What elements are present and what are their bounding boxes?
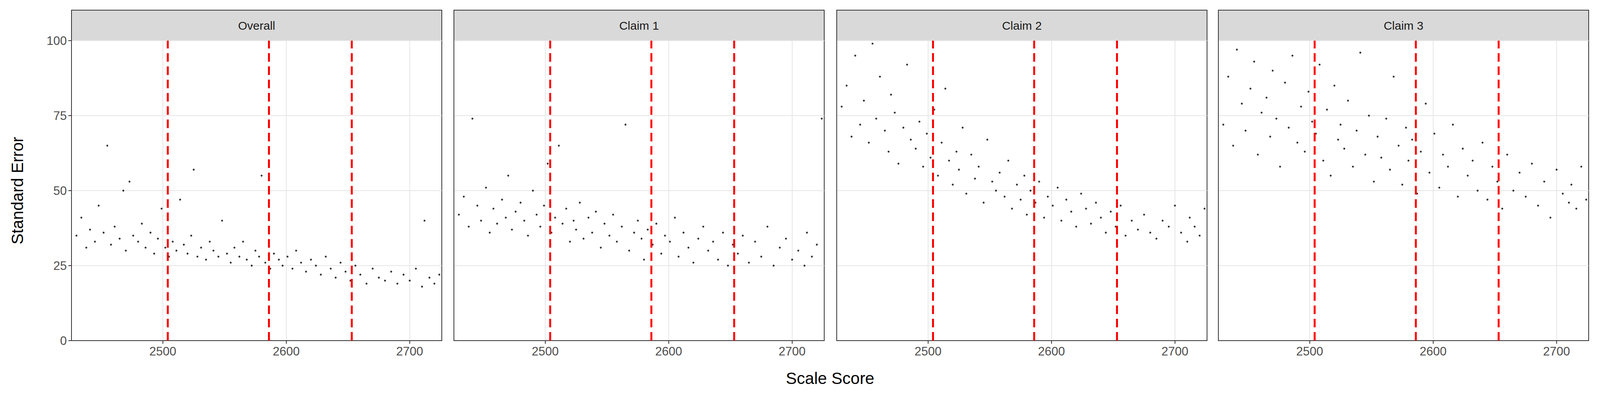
svg-text:2600: 2600 <box>1419 344 1447 359</box>
svg-text:Scale Score: Scale Score <box>785 369 875 388</box>
svg-text:2700: 2700 <box>778 344 806 359</box>
svg-text:2500: 2500 <box>914 344 942 359</box>
svg-text:Standard Error: Standard Error <box>8 136 27 245</box>
svg-text:0: 0 <box>60 333 67 348</box>
svg-text:2700: 2700 <box>396 344 424 359</box>
svg-text:75: 75 <box>53 108 67 123</box>
svg-text:2700: 2700 <box>1161 344 1189 359</box>
svg-text:50: 50 <box>53 183 67 198</box>
svg-text:2500: 2500 <box>149 344 177 359</box>
svg-text:2600: 2600 <box>1037 344 1065 359</box>
svg-text:2500: 2500 <box>1296 344 1324 359</box>
svg-text:2700: 2700 <box>1542 344 1570 359</box>
svg-text:100: 100 <box>46 33 67 48</box>
svg-text:2600: 2600 <box>655 344 683 359</box>
svg-text:25: 25 <box>53 258 67 273</box>
svg-text:Claim 3: Claim 3 <box>1383 19 1424 33</box>
svg-text:2500: 2500 <box>531 344 559 359</box>
svg-text:Overall: Overall <box>237 19 275 33</box>
svg-text:2600: 2600 <box>272 344 300 359</box>
svg-text:Claim 2: Claim 2 <box>1001 19 1042 33</box>
svg-text:Claim 1: Claim 1 <box>619 19 659 33</box>
